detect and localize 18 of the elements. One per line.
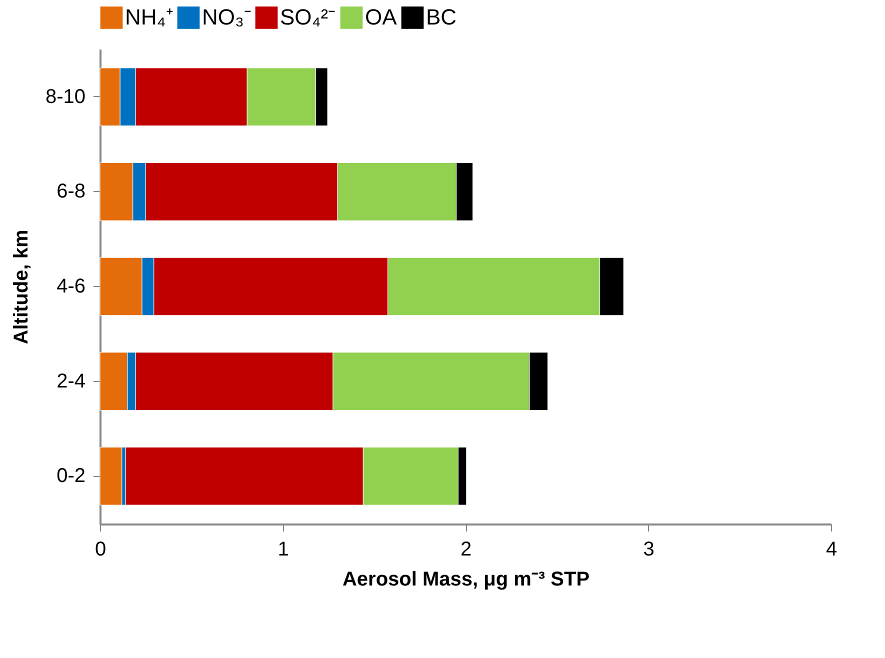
y-tick-label: 6-8 <box>56 180 86 203</box>
y-tick-label: 4-6 <box>56 276 86 298</box>
legend-label: OA <box>365 4 398 30</box>
y-tick-label: 2-4 <box>56 370 86 392</box>
legend-label: BC <box>426 4 457 30</box>
x-tick-label: 4 <box>826 538 838 560</box>
x-tick-label: 0 <box>94 538 106 560</box>
x-tick-label: 1 <box>278 538 289 560</box>
y-axis-title: Altitude, km <box>10 230 32 344</box>
y-tick-label: 8-10 <box>45 86 86 108</box>
x-tick-label: 3 <box>643 538 654 560</box>
x-axis-title: Aerosol Mass, μg m⁻³ STP <box>342 568 590 590</box>
y-tick-label: 0-2 <box>56 465 86 488</box>
x-tick-label: 2 <box>460 538 472 560</box>
legend-label: NH₄⁺ <box>125 4 173 30</box>
legend-label: SO₄²⁻ <box>280 4 336 30</box>
legend-label: NO₃⁻ <box>202 4 251 30</box>
bar <box>100 446 122 506</box>
